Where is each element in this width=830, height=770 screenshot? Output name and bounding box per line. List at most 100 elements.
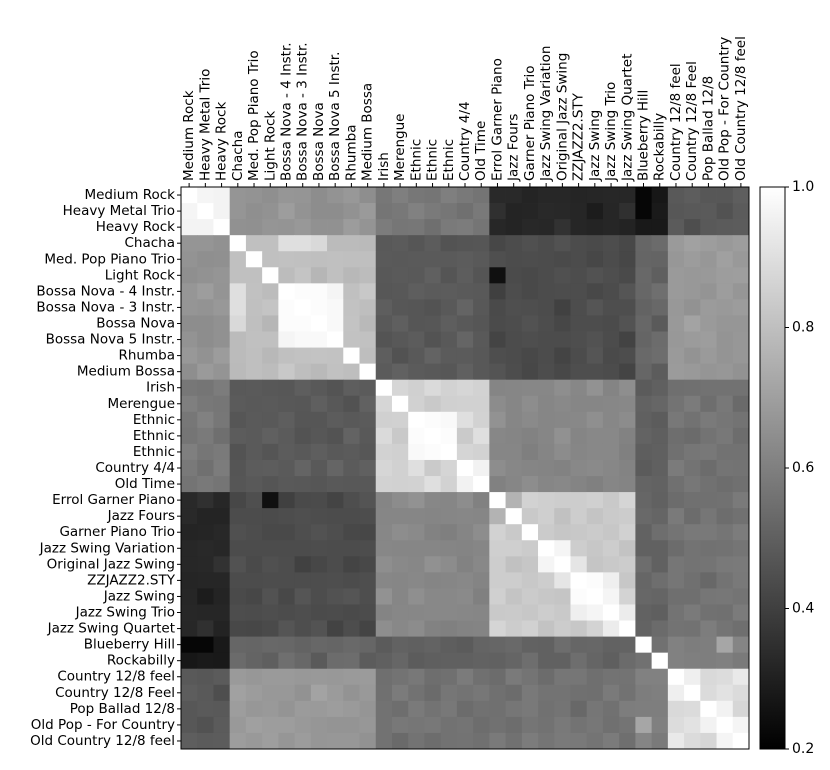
heatmap-cell	[310, 347, 328, 365]
heatmap-cell	[586, 668, 604, 686]
heatmap-cell	[521, 203, 539, 220]
column-label: Old Country 12/8 feel	[733, 36, 749, 181]
heatmap-cell	[262, 427, 279, 445]
heatmap-cell	[602, 652, 620, 670]
row-label: Bossa Nova	[96, 315, 175, 331]
heatmap-cell	[651, 540, 669, 557]
heatmap-cell	[391, 187, 409, 204]
heatmap-cell	[294, 203, 312, 220]
heatmap-cell	[197, 476, 214, 493]
heatmap-cell	[538, 411, 555, 429]
row-label: Old Country 12/8 feel	[30, 733, 175, 749]
heatmap-cell	[489, 684, 506, 702]
heatmap-cell	[262, 556, 279, 573]
heatmap-cell	[213, 588, 231, 605]
heatmap-cell	[505, 347, 523, 365]
heatmap-cell	[456, 251, 474, 268]
heatmap-cell	[310, 219, 328, 236]
heatmap-cell	[521, 652, 539, 670]
heatmap-cell	[440, 459, 458, 477]
heatmap-cell	[635, 187, 653, 204]
heatmap-cell	[424, 492, 442, 509]
heatmap-cell	[327, 411, 344, 429]
heatmap-cell	[521, 411, 539, 429]
heatmap-cell	[440, 588, 458, 605]
heatmap-cell	[521, 604, 539, 621]
heatmap-cell	[359, 700, 377, 718]
heatmap-cell	[245, 668, 263, 686]
heatmap-cell	[521, 556, 539, 573]
heatmap-cell	[408, 684, 425, 702]
heatmap-cell	[310, 283, 328, 300]
heatmap-cell	[602, 251, 620, 268]
heatmap-cell	[473, 572, 490, 589]
heatmap-cell	[554, 299, 571, 316]
heatmap-cell	[473, 732, 490, 750]
heatmap-cell	[262, 347, 279, 365]
heatmap-cell	[197, 427, 214, 445]
heatmap-cell	[343, 556, 360, 573]
row-label: Original Jazz Swing	[47, 556, 175, 572]
heatmap-cell	[343, 299, 360, 316]
heatmap-cell	[473, 331, 490, 348]
heatmap-cell	[310, 427, 328, 445]
heatmap-cell	[375, 588, 393, 605]
column-label: Med. Pop Piano Trio	[246, 50, 262, 181]
heatmap-cell	[684, 411, 701, 429]
heatmap-cell	[521, 363, 539, 381]
heatmap-cell	[570, 443, 588, 461]
heatmap-cell	[359, 427, 377, 445]
heatmap-cell	[213, 732, 231, 750]
heatmap-cell	[310, 652, 328, 670]
heatmap-cell	[456, 443, 474, 461]
heatmap-cell	[197, 219, 214, 236]
heatmap-cell	[310, 187, 328, 204]
heatmap-cell	[327, 556, 344, 573]
heatmap-cell	[197, 187, 214, 204]
row-label: Ethnic	[133, 428, 175, 444]
heatmap-cell	[521, 235, 539, 252]
heatmap-cell	[619, 684, 636, 702]
heatmap-cell	[521, 540, 539, 557]
heatmap-cell	[716, 443, 734, 461]
heatmap-cell	[667, 347, 685, 365]
heatmap-cell	[716, 315, 734, 332]
heatmap-cell	[181, 508, 198, 525]
column-label: Bossa Nova	[311, 102, 327, 181]
heatmap-cells	[181, 187, 750, 750]
column-label: Jazz Swing Quartet	[619, 54, 635, 182]
heatmap-cell	[229, 652, 247, 670]
heatmap-cell	[245, 492, 263, 509]
heatmap-cell	[327, 443, 344, 461]
row-label: Pop Ballad 12/8	[70, 701, 175, 717]
heatmap-cell	[554, 459, 571, 477]
heatmap-cell	[278, 459, 295, 477]
heatmap-cell	[359, 363, 377, 381]
heatmap-cell	[375, 315, 393, 332]
heatmap-cell	[294, 443, 312, 461]
heatmap-cell	[375, 187, 393, 204]
heatmap-cell	[310, 716, 328, 734]
heatmap-cell	[197, 572, 214, 589]
heatmap-cell	[684, 379, 701, 397]
heatmap-cell	[245, 556, 263, 573]
heatmap-cell	[538, 556, 555, 573]
heatmap-cell	[456, 604, 474, 621]
heatmap-cell	[343, 476, 360, 493]
heatmap-cell	[651, 443, 669, 461]
column-labels: Medium Rock Heavy Metal Trio Heavy Rock Cha…	[181, 36, 749, 187]
heatmap-cell	[602, 492, 620, 509]
heatmap-cell	[635, 652, 653, 670]
heatmap-cell	[700, 315, 717, 332]
heatmap-cell	[473, 668, 490, 686]
heatmap-cell	[602, 379, 620, 397]
heatmap-cell	[505, 203, 523, 220]
heatmap-cell	[391, 604, 409, 621]
column-label: Errol Garner Piano	[489, 58, 505, 181]
heatmap-cell	[359, 251, 377, 268]
heatmap-cell	[327, 604, 344, 621]
heatmap-cell	[343, 700, 360, 718]
heatmap-cell	[619, 716, 636, 734]
heatmap-cell	[700, 620, 717, 637]
heatmap-cell	[700, 427, 717, 445]
